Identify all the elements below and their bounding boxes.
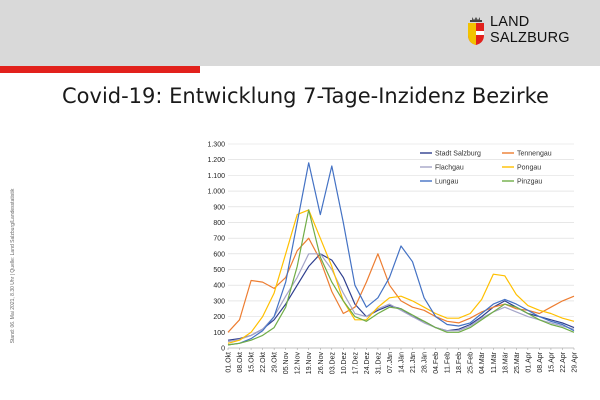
series-line-pinzgau (227, 209, 575, 346)
incidence-line-chart: 0 100 200 300 400 500 600 700 800 900 1.000 1.100 1.… (207, 142, 579, 375)
x-tick-label: 08.Apr (537, 351, 544, 372)
legend-label: Lungau (435, 179, 458, 186)
coat-of-arms-icon (468, 17, 484, 45)
x-tick-label: 26.Nov (318, 352, 325, 375)
x-tick-label: 10.Dez (341, 352, 348, 375)
x-tick-label: 05.Nov (283, 352, 290, 375)
x-tick-label: 21.Jän (410, 352, 417, 373)
accent-strip (0, 66, 200, 73)
x-tick-label: 04.Feb (433, 352, 440, 374)
logo-line-1: LAND (490, 14, 530, 30)
x-tick-label: 24.Dez (364, 352, 371, 375)
y-tick-label: 800 (213, 220, 225, 227)
series-line-stadt-salzburg (227, 253, 575, 341)
x-tick-label: 18.Feb (456, 352, 463, 374)
y-tick-label: 200 (213, 314, 225, 321)
slide-title: Covid-19: Entwicklung 7-Tage-Inzidenz Be… (62, 84, 549, 108)
x-tick-label: 04.Mär (479, 351, 486, 373)
logo-line-2: SALZBURG (490, 30, 570, 46)
x-tick-label: 31.Dez (375, 352, 382, 375)
x-tick-label: 11.Feb (445, 352, 452, 373)
y-tick-label: 100 (213, 330, 225, 337)
legend-label: Stadt Salzburg (435, 151, 481, 158)
x-tick-label: 18.Mär (502, 351, 509, 373)
y-tick-label: 700 (213, 236, 225, 243)
legend-label: Pinzgau (517, 179, 542, 186)
x-tick-label: 28.Jän (422, 352, 429, 373)
x-tick-label: 15.Apr (548, 351, 555, 372)
x-tick-label: 01.Apr (525, 351, 532, 372)
x-tick-label: 01.Okt (226, 352, 233, 373)
series-line-tennengau (227, 237, 575, 333)
y-tick-label: 900 (213, 204, 225, 211)
x-tick-label: 19.Nov (306, 352, 313, 375)
header-bar (0, 0, 600, 66)
y-tick-label: 1.200 (207, 157, 225, 164)
source-note: Stand: 06. Mai 2021, 8.30 Uhr | Quelle: … (10, 188, 16, 344)
x-tick-label: 07.Jän (387, 352, 394, 373)
x-tick-label: 11.Mär (491, 351, 498, 373)
x-tick-label: 25.Feb (468, 352, 475, 374)
x-tick-label: 03.Dez (329, 352, 336, 375)
x-tick-label: 12.Nov (295, 352, 302, 375)
y-tick-label: 1.000 (207, 189, 225, 196)
y-tick-label: 0 (221, 346, 225, 353)
y-tick-label: 1.100 (207, 173, 225, 180)
y-tick-label: 300 (213, 298, 225, 305)
legend-label: Pongau (517, 165, 541, 172)
legend-label: Tennengau (517, 151, 552, 158)
x-tick-label: 29.Okt (272, 352, 279, 373)
logo-wordmark: LAND SALZBURG (490, 14, 570, 46)
land-salzburg-logo: LAND SALZBURG (466, 14, 586, 50)
x-tick-label: 17.Dez (352, 352, 359, 375)
x-tick-label: 22.Okt (260, 352, 267, 373)
y-tick-label: 1.300 (207, 142, 225, 149)
y-tick-label: 400 (213, 283, 225, 290)
x-tick-label: 14.Jän (399, 352, 406, 373)
y-tick-label: 600 (213, 251, 225, 258)
x-tick-label: 22.Apr (560, 351, 567, 372)
series-line-flachgau (227, 253, 575, 343)
series-line-lungau (227, 162, 575, 346)
y-tick-label: 500 (213, 267, 225, 274)
x-tick-label: 08.Okt (237, 352, 244, 373)
x-tick-label: 29.Apr (572, 351, 579, 372)
x-tick-label: 15.Okt (249, 352, 256, 373)
x-tick-label: 25.Mär (514, 351, 521, 373)
series-line-pongau (227, 209, 575, 344)
legend-label: Flachgau (435, 165, 464, 172)
